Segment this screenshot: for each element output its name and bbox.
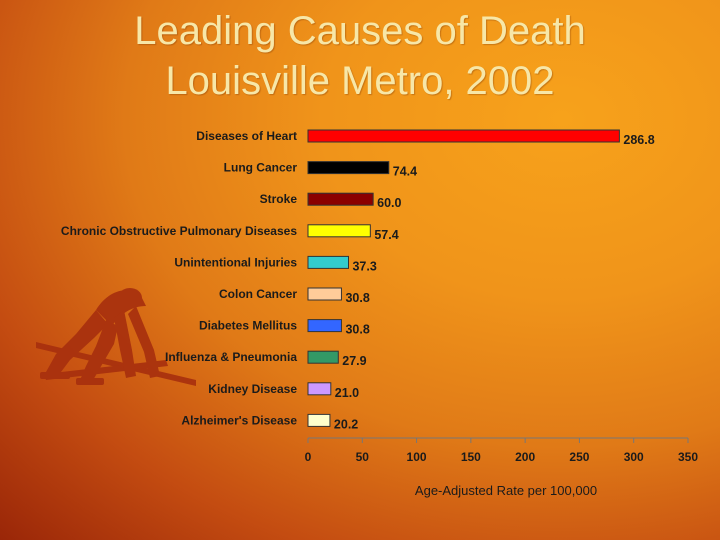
data-label: 20.2 [334,417,358,431]
bar [307,382,332,396]
data-label: 60.0 [377,196,401,210]
category-label: Alzheimer's Disease [181,413,297,427]
x-tick-label: 0 [305,450,312,464]
x-tick-label: 100 [407,450,427,464]
bar [307,129,620,143]
x-tick-label: 150 [461,450,481,464]
data-label: 37.3 [352,259,376,273]
bar [307,319,342,333]
category-label: Kidney Disease [208,382,297,396]
bar [307,287,342,301]
x-tick-label: 50 [356,450,370,464]
x-tick-label: 350 [678,450,698,464]
data-label: 30.8 [345,323,369,337]
title-line-1: Leading Causes of Death [134,9,586,53]
x-tick-label: 300 [624,450,644,464]
category-label: Stroke [260,192,298,206]
bar [307,192,374,206]
x-tick-label: 200 [515,450,535,464]
data-label: 21.0 [335,386,359,400]
data-label: 30.8 [345,291,369,305]
bars: Diseases of Heart 286.8 Lung Cancer 74.4 Str… [61,129,655,431]
category-label: Diabetes Mellitus [199,319,297,333]
bar [307,255,349,269]
x-axis-title: Age-Adjusted Rate per 100,000 [415,483,597,498]
category-label: Influenza & Pneumonia [165,350,297,364]
x-tick-label: 250 [569,450,589,464]
data-label: 57.4 [374,228,398,242]
title-line-2: Louisville Metro, 2002 [165,59,555,103]
bar [307,350,339,364]
category-label: Colon Cancer [219,287,297,301]
data-label: 286.8 [623,133,654,147]
data-label: 27.9 [342,354,366,368]
data-label: 74.4 [393,165,417,179]
bar [307,413,331,427]
slide-title: Leading Causes of Death Louisville Metro… [0,6,720,106]
bar [307,161,390,175]
category-label: Lung Cancer [224,161,298,175]
sprinter-in-starting-blocks-icon [36,288,196,386]
x-axis: 0 50 100 150 200 250 300 350 [305,437,698,464]
category-label: Unintentional Injuries [174,255,297,269]
bar [307,224,371,238]
category-label: Diseases of Heart [196,129,297,143]
category-label: Chronic Obstructive Pulmonary Diseases [61,224,297,238]
